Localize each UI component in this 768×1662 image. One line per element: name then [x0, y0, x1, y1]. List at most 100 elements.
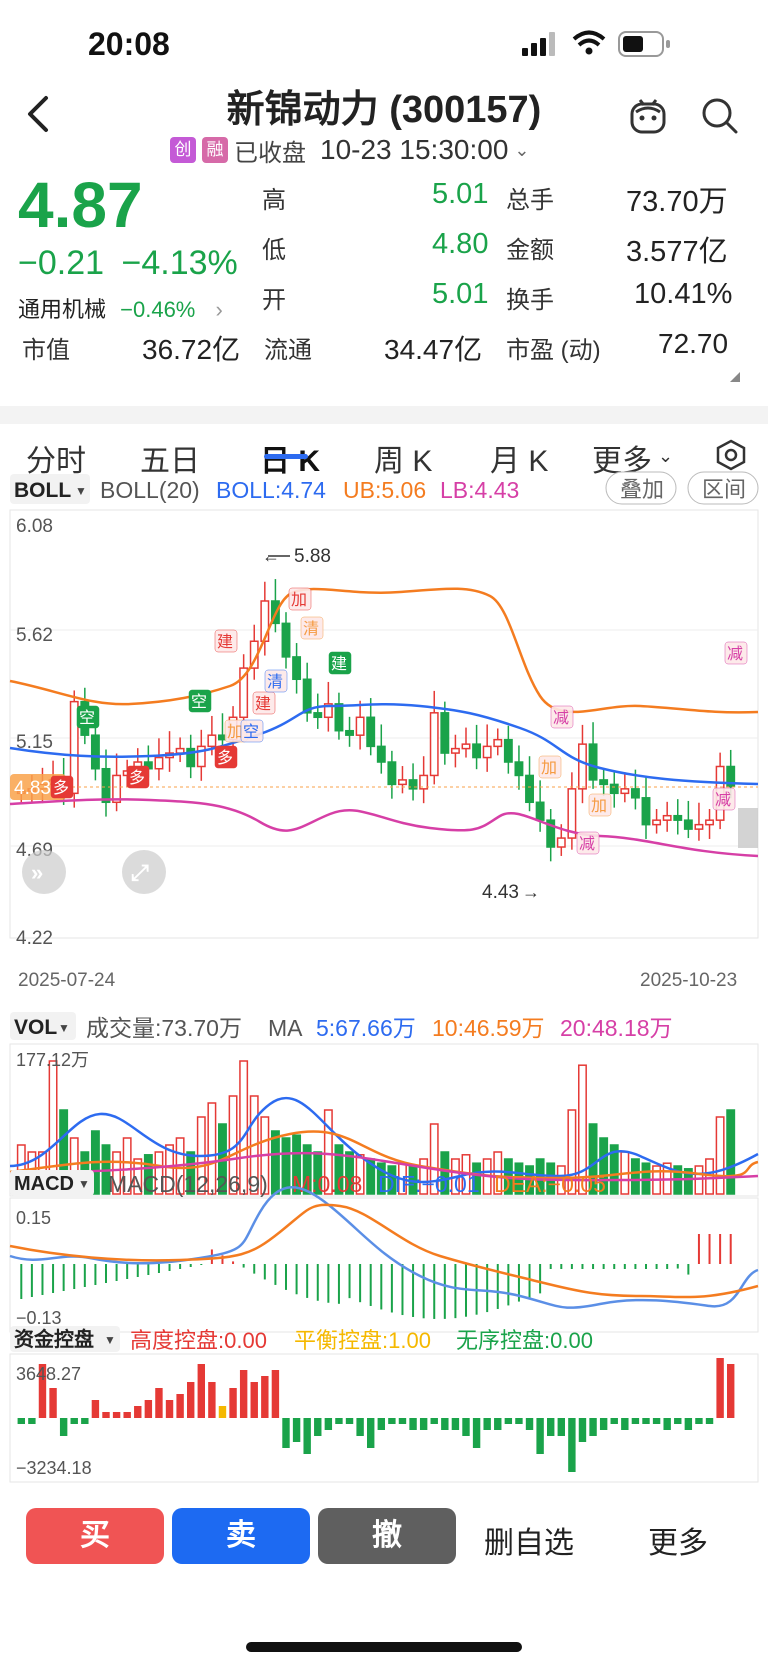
candle-body	[641, 797, 651, 826]
volume-ma-lines	[9, 1096, 759, 1184]
fullscreen-button[interactable]	[122, 850, 166, 894]
capital-bar	[716, 1358, 724, 1418]
candle-body	[440, 712, 450, 754]
signal-label: 清	[303, 620, 319, 638]
boll-selector-label: BOLL	[14, 479, 71, 502]
capital-bar	[388, 1418, 396, 1424]
kline-y-label: 5.62	[16, 625, 53, 646]
industry-link[interactable]: 通用机械 −0.46% ›	[18, 292, 223, 324]
capital-bar	[430, 1418, 438, 1424]
indicator-selector-vol[interactable]	[10, 1012, 76, 1040]
capital-bar	[441, 1418, 449, 1430]
volume-bar	[345, 1151, 354, 1195]
capital-bar	[81, 1418, 89, 1424]
candle-body	[90, 734, 100, 770]
amount-label: 金额	[506, 237, 554, 264]
capital-bar	[642, 1418, 650, 1424]
signal-label: 多	[217, 749, 233, 767]
volume-bar	[630, 1158, 640, 1195]
signal-marker	[264, 669, 288, 693]
macd-dif: DIF:−0.01	[378, 1171, 480, 1197]
indicator-selector-boll[interactable]	[10, 474, 90, 504]
candle-body	[694, 823, 704, 830]
vol-selector-label: VOL	[14, 1016, 57, 1039]
sell-button[interactable]: 卖	[172, 1508, 310, 1564]
candle-body	[186, 747, 196, 768]
tab-daily-k[interactable]: 日 K	[260, 445, 320, 478]
right-scroll-handle[interactable]	[738, 808, 758, 848]
chevron-down-icon[interactable]: ⌄	[514, 139, 530, 160]
market-cap-value: 36.72亿	[142, 334, 241, 365]
signal-label: 减	[579, 835, 595, 853]
chevron-down-icon[interactable]: ⌄	[658, 446, 674, 466]
volume-bar	[609, 1144, 619, 1195]
candle-body	[366, 716, 376, 748]
candle-body	[630, 788, 640, 799]
market-cap-label: 市值	[22, 337, 70, 364]
candle-body	[620, 788, 630, 795]
volume-bar	[376, 1162, 386, 1195]
candle-body	[599, 779, 609, 786]
macd-bars	[20, 1234, 732, 1319]
search-icon[interactable]	[700, 96, 740, 136]
boll-mid-line	[9, 702, 759, 786]
date-start: 2025-07-24	[18, 970, 116, 991]
candle-body	[387, 761, 397, 786]
tab-weekly-k[interactable]: 周 K	[374, 445, 433, 478]
tab-monthly-k[interactable]: 月 K	[490, 445, 549, 478]
capital-bar	[292, 1418, 301, 1442]
settings-hex-icon[interactable]	[714, 438, 748, 472]
capital-bar	[218, 1406, 227, 1418]
indicator-selector-macd[interactable]	[10, 1170, 94, 1196]
tab-intraday[interactable]: 分时	[26, 445, 86, 478]
signal-marker	[550, 705, 574, 729]
cancel-order-button[interactable]: 撤	[318, 1508, 456, 1564]
candle-body	[101, 767, 111, 804]
volume-bar	[588, 1123, 598, 1195]
capital-bar	[695, 1418, 703, 1424]
candle-body	[334, 703, 344, 732]
page-title: 新锦动力 (300157)	[226, 89, 542, 131]
capital-bar	[705, 1418, 714, 1424]
buy-button[interactable]: 买	[26, 1508, 164, 1564]
capital-bar	[261, 1376, 269, 1418]
turnover-value: 10.41%	[634, 278, 733, 310]
capital-bar	[547, 1418, 555, 1436]
overlay-button-label: 叠加	[620, 477, 664, 502]
vol-ma20-line	[9, 1151, 759, 1182]
capital-bar	[59, 1418, 68, 1436]
capital-bar	[494, 1418, 502, 1430]
back-icon[interactable]	[24, 94, 54, 134]
remove-watchlist-button[interactable]: 删自选	[484, 1527, 574, 1560]
robot-assistant-icon[interactable]	[628, 96, 668, 136]
overlay-button[interactable]	[605, 471, 677, 505]
quote-datetime[interactable]: 10-23 15:30:00	[320, 134, 509, 165]
fast-forward-button[interactable]	[22, 850, 66, 894]
high-value: 5.01	[432, 178, 489, 210]
volume-bar	[334, 1144, 344, 1195]
turnover-label: 换手	[506, 287, 554, 314]
kline-chart-area[interactable]: BOLL ▼ BOLL(20) BOLL:4.74 UB:5.06 LB:4.4…	[0, 466, 768, 1508]
tab-five-day[interactable]: 五日	[140, 445, 200, 478]
macd-bottom-label: −0.13	[16, 1308, 62, 1328]
volume-bar	[270, 1130, 280, 1195]
capital-bar	[335, 1418, 343, 1424]
signal-marker	[588, 793, 612, 817]
range-button[interactable]	[687, 471, 759, 505]
capital-bar	[187, 1382, 195, 1418]
capital-bar	[631, 1418, 640, 1424]
signal-label: 减	[727, 645, 743, 663]
capital-bar	[282, 1418, 290, 1448]
expand-corner-icon[interactable]	[730, 372, 740, 382]
indicator-selector-capital[interactable]	[10, 1326, 120, 1352]
volume-value: 73.70万	[626, 186, 728, 218]
volume-bar	[567, 1109, 577, 1195]
vol-ma20: 20:48.18万	[560, 1015, 673, 1041]
more-button[interactable]: 更多	[648, 1527, 708, 1560]
candle-body	[683, 819, 693, 830]
candle-body	[609, 783, 619, 795]
volume-bar	[323, 1109, 333, 1195]
capital-bar	[144, 1400, 153, 1418]
chevron-right-icon: ›	[215, 297, 223, 322]
signal-marker	[576, 831, 600, 855]
